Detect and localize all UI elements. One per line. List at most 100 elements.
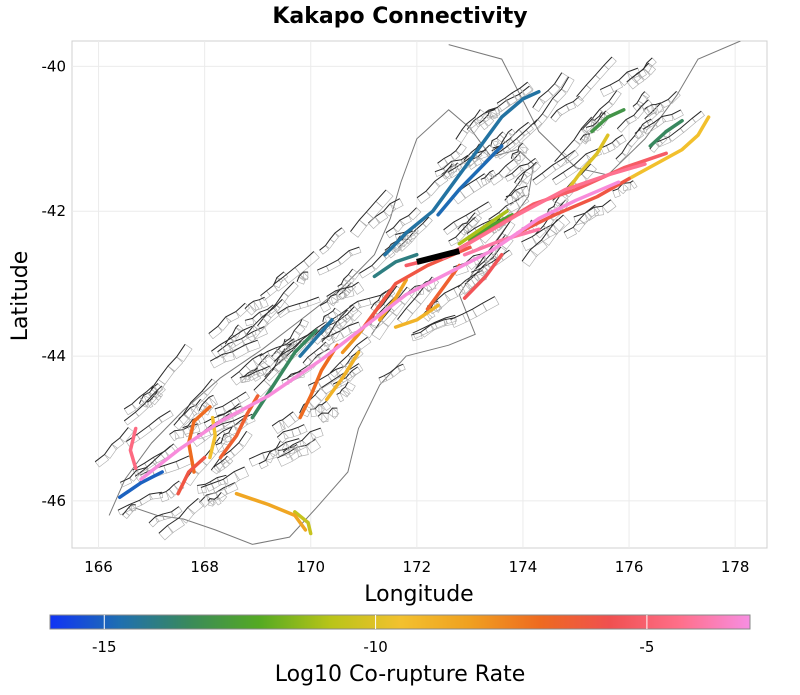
rupture-segment <box>462 252 504 300</box>
rupture-segment <box>648 118 684 148</box>
fault-trace <box>573 199 612 218</box>
fault-trace <box>600 67 638 91</box>
rupture-segment <box>436 144 504 217</box>
fault-trace <box>326 281 359 297</box>
rupture-segments-layer <box>117 89 711 536</box>
x-tick-label: 168 <box>190 558 219 576</box>
x-axis-title: Longitude <box>364 582 473 607</box>
fault-trace <box>510 142 523 159</box>
fault-trace <box>371 286 408 335</box>
colorbar-tick-label: -10 <box>363 638 388 656</box>
rupture-segment <box>324 350 361 402</box>
fault-trace <box>329 336 368 374</box>
y-axis-title: Latitude <box>8 251 33 342</box>
fault-trace <box>244 304 274 321</box>
fault-trace <box>302 341 327 364</box>
fault-trace <box>455 109 481 140</box>
x-tick-label: 174 <box>509 558 538 576</box>
fault-trace <box>496 81 528 104</box>
fault-trace <box>576 56 613 97</box>
fault-trace <box>370 290 387 309</box>
fault-trace <box>317 246 360 271</box>
fault-trace <box>457 212 476 230</box>
fault-trace <box>493 128 513 149</box>
fault-trace <box>437 143 462 164</box>
y-tick-label: -40 <box>42 57 67 75</box>
fault-trace <box>271 338 286 358</box>
rupture-segment <box>393 303 440 329</box>
fault-trace <box>514 161 537 183</box>
fault-trace <box>378 363 404 379</box>
fault-trace <box>554 116 592 162</box>
fault-trace <box>615 126 641 160</box>
fault-trace <box>370 285 398 325</box>
fault-trace <box>146 391 158 403</box>
x-tick-label: 176 <box>615 558 644 576</box>
fault-trace <box>642 109 681 130</box>
fault-trace <box>643 102 662 111</box>
y-tick-label: -42 <box>42 202 67 220</box>
fault-trace <box>273 331 313 362</box>
fault-trace <box>230 353 263 379</box>
rupture-segment <box>441 162 647 261</box>
fault-trace <box>258 440 281 465</box>
fault-trace <box>120 461 154 483</box>
fault-trace <box>457 269 483 288</box>
fault-trace <box>253 343 292 391</box>
rupture-segment <box>208 415 217 460</box>
fault-trace <box>600 134 623 149</box>
x-tick-label: 166 <box>84 558 113 576</box>
fault-trace <box>248 438 300 460</box>
fault-trace <box>443 201 489 231</box>
fault-trace <box>159 480 180 495</box>
fault-trace <box>210 431 248 471</box>
fault-trace <box>203 403 240 424</box>
fault-trace <box>563 204 596 233</box>
fault-trace <box>211 325 253 352</box>
fault-trace <box>466 106 498 130</box>
fault-trace <box>123 385 163 422</box>
rupture-segment <box>563 133 610 195</box>
fault-trace <box>322 307 336 322</box>
rupture-segment <box>462 227 541 257</box>
fault-trace <box>521 218 558 262</box>
y-tick-label: -44 <box>42 347 67 365</box>
colorbar-tick-label: -15 <box>92 638 117 656</box>
rupture-segment <box>383 89 541 257</box>
fault-trace <box>94 427 129 463</box>
rupture-segment <box>468 213 515 242</box>
rupture-segment <box>457 209 509 246</box>
fault-trace <box>148 506 180 524</box>
fault-trace <box>138 383 159 404</box>
fault-trace <box>213 455 228 468</box>
rupture-segment <box>139 180 621 481</box>
fault-trace <box>272 251 315 286</box>
fault-trace <box>321 321 359 340</box>
fault-trace <box>504 171 526 201</box>
fault-trace <box>626 62 650 83</box>
south-island-coastline <box>108 109 535 545</box>
rupture-segment <box>117 470 164 500</box>
fault-trace <box>550 95 580 119</box>
fault-trace <box>532 72 563 108</box>
fault-trace <box>319 288 341 306</box>
fault-trace <box>296 271 309 282</box>
fault-trace <box>150 344 186 390</box>
rupture-segment <box>298 318 334 358</box>
x-tick-label: 170 <box>296 558 325 576</box>
fault-trace <box>284 319 303 343</box>
fault-trace <box>504 157 536 178</box>
fault-trace <box>496 118 538 155</box>
fault-trace <box>259 338 295 357</box>
fault-trace <box>310 400 327 410</box>
fault-trace <box>533 76 570 125</box>
fault-trace <box>350 189 387 232</box>
source-fault-layer <box>416 248 461 265</box>
fault-trace <box>282 427 321 453</box>
y-tick-labels: -40 -42 -44 -46 <box>42 57 67 510</box>
fault-trace <box>198 394 214 411</box>
fault-trace <box>411 317 455 336</box>
rupture-segment <box>372 252 419 279</box>
fault-trace <box>480 169 494 180</box>
